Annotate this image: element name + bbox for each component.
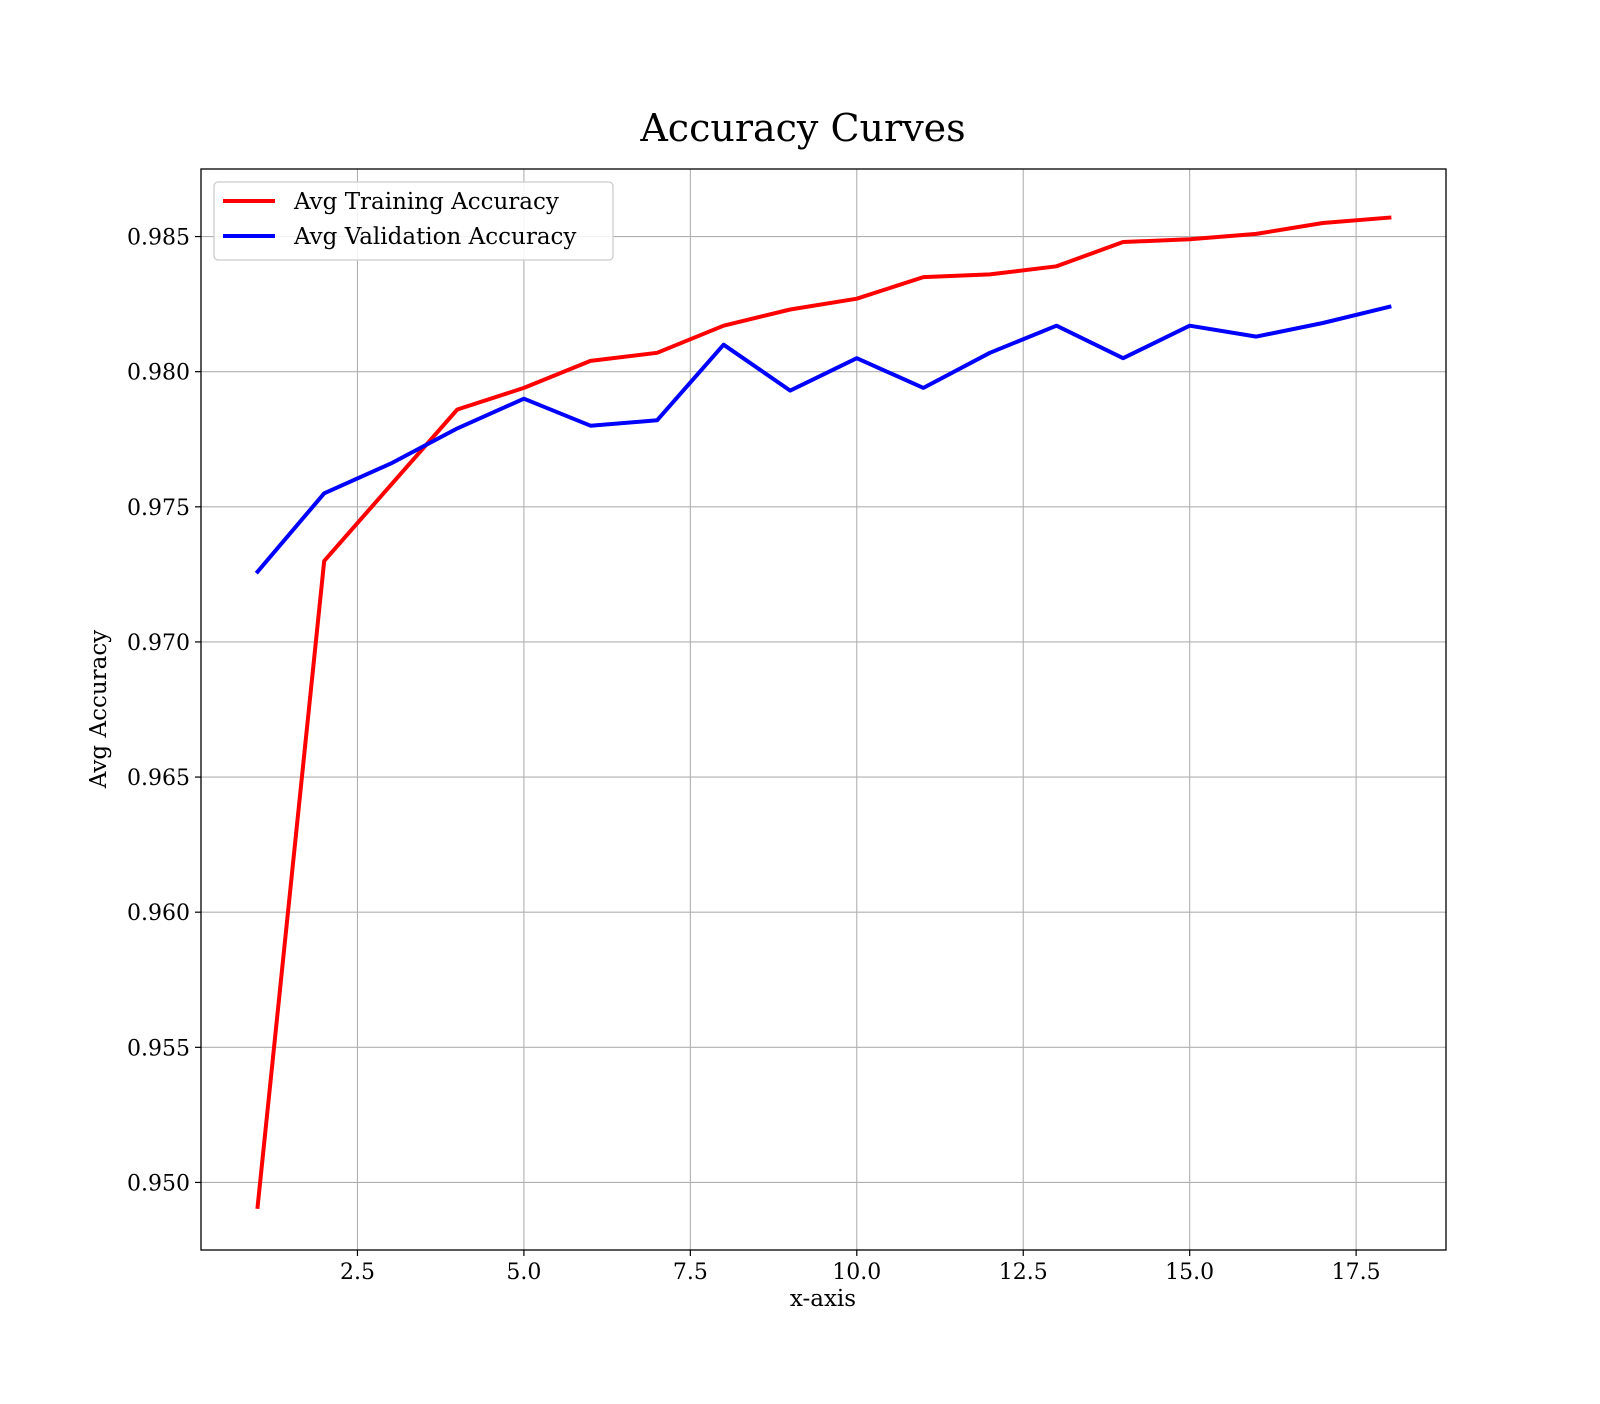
x-tick-label: 12.5: [999, 1260, 1048, 1285]
legend-label-validation: Avg Validation Accuracy: [293, 224, 576, 250]
validation-accuracy-line: [254, 304, 1392, 575]
x-axis-label: x-axis: [790, 1286, 856, 1312]
y-axis-ticks: 0.950 0.955 0.960 0.965 0.970 0.975 0.980 0.985: [127, 226, 201, 1196]
y-tick-label: 0.955: [127, 1036, 190, 1061]
y-tick-label: 0.970: [127, 631, 190, 656]
grid-layer: [201, 169, 1446, 1250]
plot-frame: [200, 168, 1447, 1251]
x-tick-label: 7.5: [673, 1260, 708, 1285]
x-tick-label: 10.0: [832, 1260, 881, 1285]
y-tick-label: 0.960: [127, 901, 190, 926]
y-tick-label: 0.975: [127, 496, 190, 521]
y-tick-label: 0.985: [127, 226, 190, 251]
chart-legend: Avg Training Accuracy Avg Validation Acc…: [213, 181, 614, 261]
x-axis-ticks: 2.5 5.0 7.5 10.0 12.5 15.0 17.5: [340, 1250, 1381, 1285]
y-axis-label: Avg Accuracy: [86, 630, 112, 789]
y-tick-label: 0.965: [127, 766, 190, 791]
legend-box: [213, 181, 614, 261]
chart-title: Accuracy Curves: [639, 106, 965, 150]
y-tick-label: 0.980: [127, 361, 190, 386]
y-tick-label: 0.950: [127, 1171, 190, 1196]
x-tick-label: 17.5: [1332, 1260, 1381, 1285]
x-tick-label: 5.0: [506, 1260, 541, 1285]
x-tick-label: 2.5: [340, 1260, 375, 1285]
series-layer: [254, 215, 1392, 1209]
training-accuracy-line: [255, 215, 1392, 1209]
legend-label-training: Avg Training Accuracy: [293, 189, 559, 215]
x-tick-label: 15.0: [1165, 1260, 1214, 1285]
